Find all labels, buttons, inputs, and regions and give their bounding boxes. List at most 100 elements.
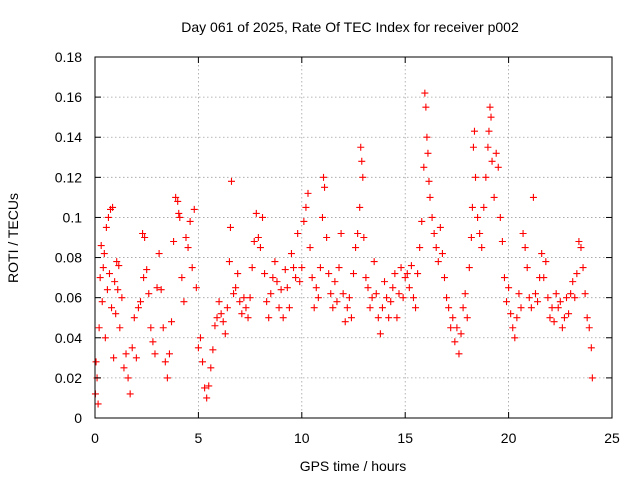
data-point	[128, 344, 136, 352]
data-point	[465, 264, 473, 272]
data-point	[376, 330, 384, 338]
data-point	[155, 250, 163, 258]
data-point	[248, 264, 256, 272]
data-point	[401, 274, 409, 282]
data-point	[395, 290, 403, 298]
data-point	[234, 270, 242, 278]
data-point	[310, 304, 318, 312]
data-point	[412, 304, 420, 312]
data-point	[269, 274, 277, 282]
data-point	[409, 294, 417, 302]
data-point	[509, 324, 517, 332]
x-tick-label: 0	[91, 430, 99, 446]
data-point	[457, 330, 465, 338]
data-point	[575, 238, 583, 246]
data-point	[455, 350, 463, 358]
data-point	[385, 314, 393, 322]
data-point	[581, 290, 589, 298]
data-point	[381, 278, 389, 286]
data-point	[112, 310, 120, 318]
data-point	[100, 250, 108, 258]
data-point	[550, 318, 558, 326]
data-point	[478, 244, 486, 252]
data-point	[292, 274, 300, 282]
data-point	[236, 298, 244, 306]
data-point	[496, 213, 504, 221]
data-point	[136, 298, 144, 306]
data-point	[325, 270, 333, 278]
data-point	[440, 274, 448, 282]
data-point	[318, 213, 326, 221]
data-point	[463, 314, 471, 322]
data-point	[103, 286, 111, 294]
data-point	[372, 290, 380, 298]
data-point	[397, 264, 405, 272]
y-tick-label: 0.1	[63, 209, 83, 225]
y-tick-label: 0.08	[55, 250, 82, 266]
data-point	[498, 238, 506, 246]
data-point	[256, 244, 264, 252]
data-point	[488, 157, 496, 165]
data-point	[254, 234, 262, 241]
data-point	[428, 213, 436, 221]
data-point	[323, 234, 331, 241]
data-point	[438, 250, 446, 258]
data-point	[145, 290, 153, 298]
data-point	[540, 274, 548, 282]
data-point	[366, 304, 374, 312]
data-point	[172, 193, 180, 201]
data-point	[531, 290, 539, 298]
data-point	[378, 304, 386, 312]
data-point	[300, 217, 308, 225]
y-tick-label: 0.12	[55, 169, 82, 185]
data-point	[447, 324, 455, 332]
data-point	[445, 304, 453, 312]
data-point	[426, 193, 434, 201]
data-point	[587, 344, 595, 352]
data-point	[420, 163, 428, 171]
data-point	[383, 294, 391, 302]
data-point	[104, 213, 112, 221]
data-point	[192, 284, 200, 292]
data-point	[263, 298, 271, 306]
data-point	[188, 264, 196, 272]
data-point	[548, 304, 556, 312]
data-point	[92, 358, 100, 366]
data-point	[333, 298, 341, 306]
data-point	[487, 113, 495, 121]
data-point	[153, 284, 161, 292]
axis-ticks	[94, 56, 613, 419]
data-point	[141, 234, 149, 241]
data-point	[122, 350, 130, 358]
data-point	[329, 304, 337, 312]
data-point	[308, 274, 316, 282]
data-point	[469, 143, 477, 151]
data-point	[182, 234, 190, 241]
data-point	[98, 298, 106, 306]
data-point	[573, 270, 581, 278]
data-point	[161, 358, 169, 366]
data-point	[405, 284, 413, 292]
data-point	[542, 258, 550, 266]
data-point	[205, 382, 213, 390]
data-point	[468, 203, 476, 211]
data-point	[449, 314, 457, 322]
chart-title: Day 061 of 2025, Rate Of TEC Index for r…	[181, 19, 519, 35]
data-points	[91, 89, 596, 408]
data-point	[302, 203, 310, 211]
data-point	[190, 205, 198, 213]
data-point	[277, 286, 285, 294]
data-point	[374, 314, 382, 322]
data-point	[184, 244, 192, 252]
data-point	[230, 290, 238, 298]
data-point	[434, 258, 442, 266]
data-point	[159, 324, 167, 332]
data-point	[149, 338, 157, 346]
data-point	[132, 354, 140, 362]
data-point	[339, 290, 347, 298]
data-point	[403, 270, 411, 278]
data-point	[290, 264, 298, 272]
data-point	[423, 133, 431, 141]
data-point	[285, 304, 293, 312]
